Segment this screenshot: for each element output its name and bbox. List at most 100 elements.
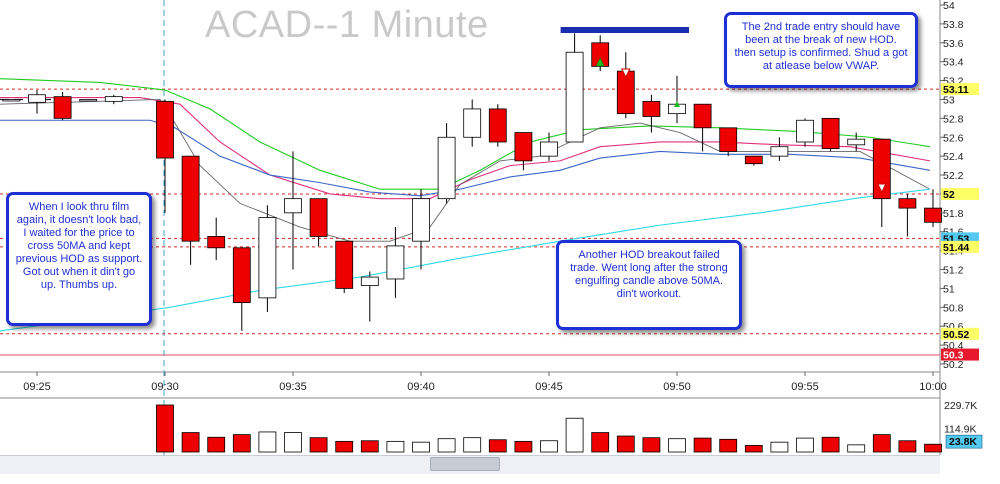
volume-bar	[284, 432, 302, 453]
candle	[53, 91, 72, 121]
price-tick-label: 52.6	[943, 132, 964, 144]
candle	[540, 132, 558, 161]
sell-marker-icon	[876, 183, 887, 194]
price-tick-label: 54	[943, 0, 955, 12]
candle-body	[898, 198, 917, 209]
price-tick-label: 51.2	[943, 265, 964, 277]
price-level-badge	[941, 187, 979, 200]
candle	[693, 103, 712, 152]
candle	[565, 33, 584, 143]
volume-last-badge	[945, 434, 983, 449]
volume-bar	[540, 440, 558, 453]
ma-blue-line	[0, 119, 931, 197]
buy-marker-icon	[595, 57, 605, 67]
volume-bar	[386, 440, 405, 453]
candle	[744, 155, 763, 166]
candle-body	[386, 245, 405, 280]
candle	[898, 193, 917, 237]
candle	[360, 271, 379, 322]
time-axis-strip	[0, 372, 940, 398]
candle-body	[514, 132, 533, 162]
candle	[232, 247, 251, 331]
annotation-film-review: When I look thru film again, it doesn't …	[6, 192, 152, 326]
candle-body	[104, 96, 123, 102]
volume-tick-label: 114.9K	[944, 423, 977, 435]
price-level-label: 50.3	[943, 350, 964, 362]
annotation-hod-entry: The 2nd trade entry should have been at …	[724, 12, 918, 88]
volume-bar	[463, 437, 482, 453]
candle	[284, 151, 302, 270]
price-level-badge	[941, 348, 979, 361]
time-tick-label: 09:55	[791, 381, 819, 393]
price-tick-label: 50.2	[943, 359, 964, 371]
annotation-film-review-text: When I look thru film again, it doesn't …	[15, 201, 143, 291]
volume-bar	[872, 434, 891, 453]
candle	[156, 99, 174, 213]
volume-bar	[514, 440, 533, 453]
time-tick-label: 09:30	[151, 381, 179, 393]
candle-body	[53, 96, 72, 119]
candle	[335, 240, 354, 294]
candle-body	[693, 103, 712, 129]
candle	[770, 137, 789, 161]
candle	[616, 52, 635, 119]
volume-bar	[744, 445, 763, 453]
candle	[821, 117, 840, 152]
candle	[463, 99, 482, 147]
candle-body	[744, 155, 763, 165]
candle-body	[437, 136, 456, 200]
price-tick-label: 51	[943, 283, 955, 295]
candle	[924, 189, 942, 228]
candle-body	[28, 94, 46, 103]
candle-body	[642, 100, 661, 117]
candle	[796, 118, 814, 147]
volume-bar	[591, 432, 610, 453]
candle-body	[540, 141, 558, 157]
volume-bar	[719, 438, 738, 453]
price-level-badge	[941, 327, 979, 340]
time-tick-label: 09:40	[407, 381, 435, 393]
volume-bar	[437, 438, 456, 453]
volume-bar	[207, 436, 226, 453]
candle-body	[181, 155, 200, 242]
candle-body	[719, 127, 738, 152]
price-level-label: 53.11	[943, 84, 969, 96]
price-tick-label: 52.8	[943, 113, 964, 125]
buy-marker-icon	[674, 101, 680, 107]
volume-last-label: 23.8K	[949, 436, 977, 448]
volume-bar	[309, 437, 328, 453]
volume-bar	[565, 417, 584, 453]
candle	[207, 217, 226, 261]
chart-title: ACAD--1 Minute	[205, 4, 489, 46]
candle-body	[360, 276, 379, 286]
volume-bar	[335, 440, 354, 453]
candle-body	[335, 240, 354, 289]
ma-magenta-line	[0, 97, 931, 200]
volume-bar	[821, 436, 840, 453]
volume-bar	[232, 434, 251, 453]
price-tick-label: 53.6	[943, 38, 964, 50]
time-tick-label: 09:25	[23, 381, 51, 393]
volume-bar	[668, 438, 686, 453]
candle	[309, 198, 328, 246]
volume-bar	[156, 404, 174, 453]
volume-bar	[847, 444, 866, 453]
volume-bar	[924, 443, 942, 453]
price-level-label: 52	[943, 189, 955, 201]
candle-body	[258, 217, 277, 299]
candle-body	[847, 138, 866, 146]
price-level-label: 50.52	[943, 329, 969, 341]
candle	[847, 132, 866, 152]
price-tick-label: 53.4	[943, 57, 964, 69]
annotation-failed-breakout: Another HOD breakout failed trade. Went …	[556, 240, 742, 330]
ma-green-line	[0, 78, 931, 190]
candle-body	[232, 247, 251, 303]
scrollbar-thumb[interactable]	[430, 457, 500, 471]
candle-body	[924, 207, 942, 223]
price-tick-label: 51.8	[943, 208, 964, 220]
candle-body	[207, 236, 226, 249]
candle	[181, 155, 200, 265]
candle	[79, 99, 98, 102]
volume-bar	[258, 431, 277, 453]
candle	[488, 104, 507, 147]
